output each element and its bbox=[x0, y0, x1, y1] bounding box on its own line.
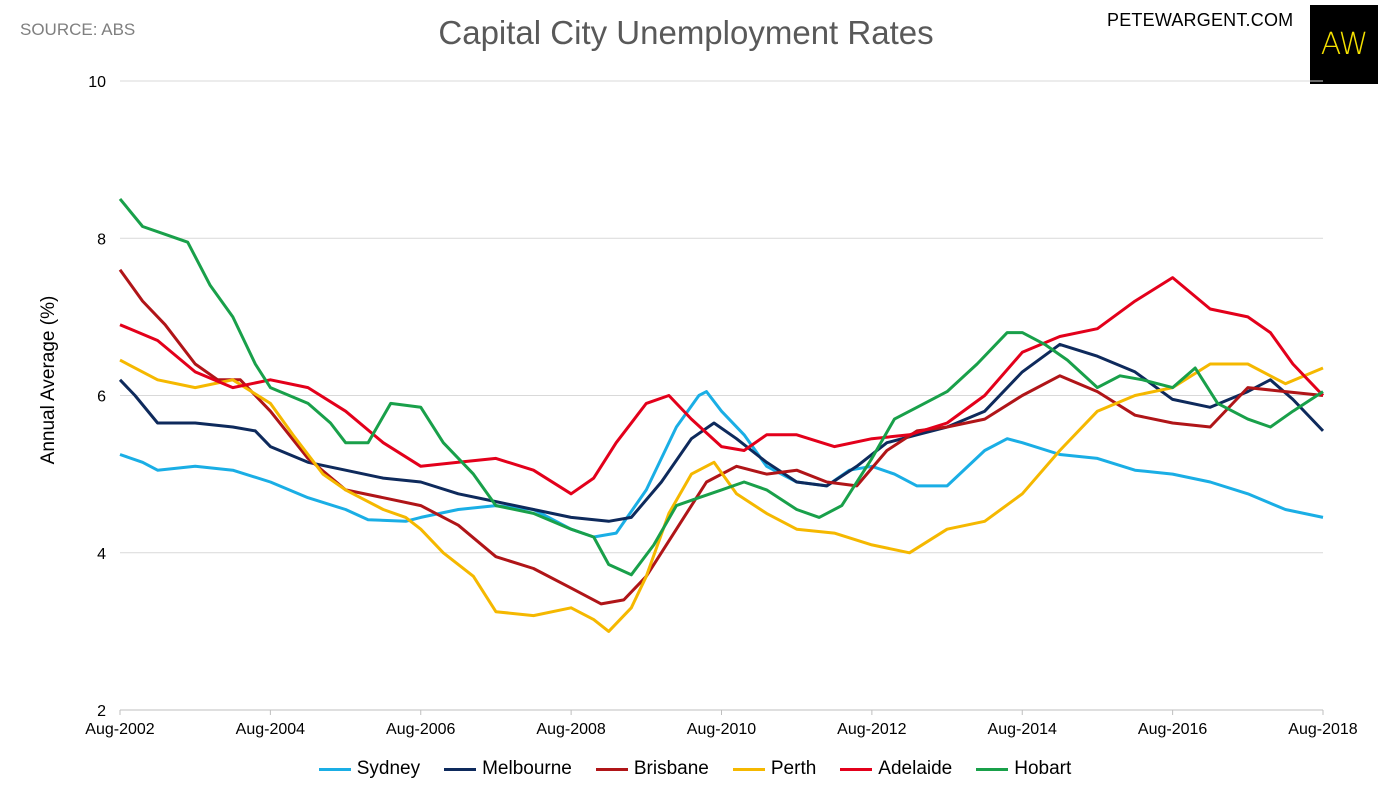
series-line-brisbane bbox=[118, 268, 1324, 606]
series-line-sydney bbox=[119, 390, 1324, 539]
legend-item-adelaide: Adelaide bbox=[840, 758, 952, 780]
chart-title: Capital City Unemployment Rates bbox=[438, 14, 934, 51]
legend: Sydney Melbourne Brisbane Perth Adelaide Hoba… bbox=[0, 758, 1390, 780]
legend-label: Adelaide bbox=[878, 758, 953, 779]
x-tick-label: Aug-2012 bbox=[837, 721, 906, 738]
legend-item-melbourne: Melbourne bbox=[444, 758, 572, 780]
x-tick-label: Aug-2010 bbox=[687, 721, 756, 738]
legend-label: Perth bbox=[770, 758, 817, 779]
x-tick-label: Aug-2002 bbox=[85, 721, 154, 738]
y-axis-label: Annual Average (%) bbox=[38, 296, 59, 465]
series-line-perth bbox=[119, 358, 1324, 633]
legend-swatch bbox=[976, 767, 1009, 771]
x-tick-label: Aug-2014 bbox=[988, 721, 1057, 738]
legend-label: Sydney bbox=[356, 758, 421, 779]
series-lines bbox=[118, 197, 1325, 633]
x-axis: Aug-2002 Aug-2004 Aug-2006 Aug-2008 Aug-2010… bbox=[85, 710, 1358, 738]
logo-text: AW bbox=[1320, 27, 1369, 62]
y-tick-label: 2 bbox=[97, 703, 106, 720]
legend-label: Brisbane bbox=[633, 758, 709, 779]
legend-label: Hobart bbox=[1014, 758, 1072, 779]
site-name: PETEWARGENT.COM bbox=[1107, 10, 1294, 30]
legend-item-perth: Perth bbox=[732, 758, 817, 780]
y-axis: 2 4 6 8 10 bbox=[88, 74, 106, 720]
y-tick-label: 10 bbox=[88, 74, 106, 91]
legend-label: Melbourne bbox=[482, 758, 572, 779]
legend-swatch bbox=[595, 767, 628, 771]
aw-logo: AW bbox=[1310, 5, 1378, 84]
y-tick-label: 4 bbox=[97, 546, 106, 563]
legend-swatch bbox=[732, 767, 765, 771]
series-line-hobart bbox=[118, 197, 1324, 577]
series-line-adelaide bbox=[119, 276, 1325, 496]
legend-swatch bbox=[318, 767, 351, 771]
legend-item-sydney: Sydney bbox=[318, 758, 421, 780]
y-tick-label: 6 bbox=[97, 389, 106, 406]
legend-item-hobart: Hobart bbox=[976, 758, 1071, 780]
legend-item-brisbane: Brisbane bbox=[595, 758, 709, 780]
x-tick-label: Aug-2018 bbox=[1288, 721, 1357, 738]
series-line-melbourne bbox=[118, 342, 1325, 523]
x-tick-label: Aug-2016 bbox=[1138, 721, 1207, 738]
x-tick-label: Aug-2004 bbox=[236, 721, 305, 738]
legend-swatch bbox=[840, 767, 873, 771]
legend-swatch bbox=[444, 767, 477, 771]
y-tick-label: 8 bbox=[97, 231, 106, 248]
gridlines bbox=[120, 80, 1323, 711]
x-tick-label: Aug-2008 bbox=[536, 721, 605, 738]
source-label: SOURCE: ABS bbox=[20, 20, 136, 39]
x-tick-label: Aug-2006 bbox=[386, 721, 455, 738]
